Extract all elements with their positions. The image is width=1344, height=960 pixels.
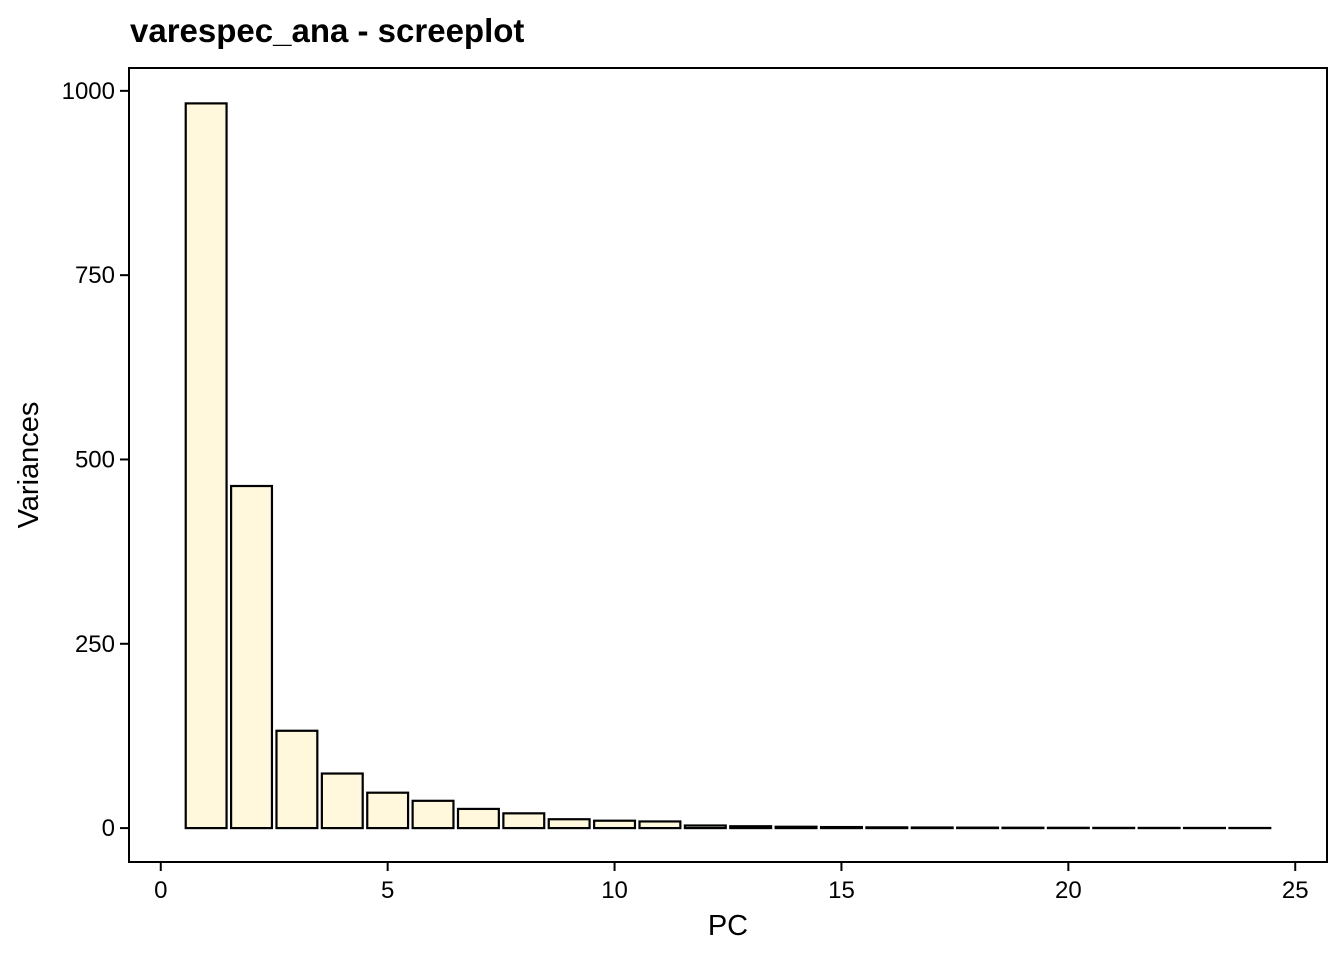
x-axis-title: PC (708, 910, 748, 942)
bar-pc-15 (819, 825, 863, 830)
bar-pc-1 (184, 102, 228, 830)
x-tick-label-20: 20 (1055, 877, 1082, 904)
bar-pc-9 (547, 818, 591, 830)
x-axis: 0 5 10 15 20 25 (154, 862, 1309, 904)
bar-pc-5 (366, 791, 410, 830)
chart-title: varespec_ana - screeplot (130, 12, 524, 49)
x-tick-label-25: 25 (1282, 877, 1309, 904)
x-tick-label-15: 15 (828, 877, 855, 904)
bar-pc-4 (320, 772, 364, 830)
bar-pc-13 (729, 825, 773, 830)
bar-pc-14 (774, 825, 818, 830)
bar-pc-3 (275, 729, 319, 830)
y-tick-label-250: 250 (75, 631, 115, 658)
bar-pc-12 (683, 824, 727, 830)
y-tick-label-1000: 1000 (62, 78, 115, 105)
y-tick-label-500: 500 (75, 446, 115, 473)
x-tick-label-10: 10 (601, 877, 628, 904)
bars-group (184, 102, 1272, 830)
x-tick-label-0: 0 (154, 877, 167, 904)
bar-pc-11 (638, 820, 682, 830)
y-axis: 0 250 500 750 1000 (62, 78, 129, 842)
y-axis-title: Variances (13, 402, 45, 529)
bar-pc-2 (230, 484, 274, 830)
x-tick-label-5: 5 (381, 877, 394, 904)
bar-pc-17 (910, 826, 954, 830)
bar-pc-8 (502, 812, 546, 830)
y-tick-label-750: 750 (75, 262, 115, 289)
plot-panel (128, 67, 1328, 863)
y-tick-label-0: 0 (102, 815, 115, 842)
bar-pc-6 (411, 799, 455, 830)
bar-pc-16 (865, 826, 909, 830)
bar-pc-10 (593, 819, 637, 830)
bar-pc-7 (456, 807, 500, 830)
